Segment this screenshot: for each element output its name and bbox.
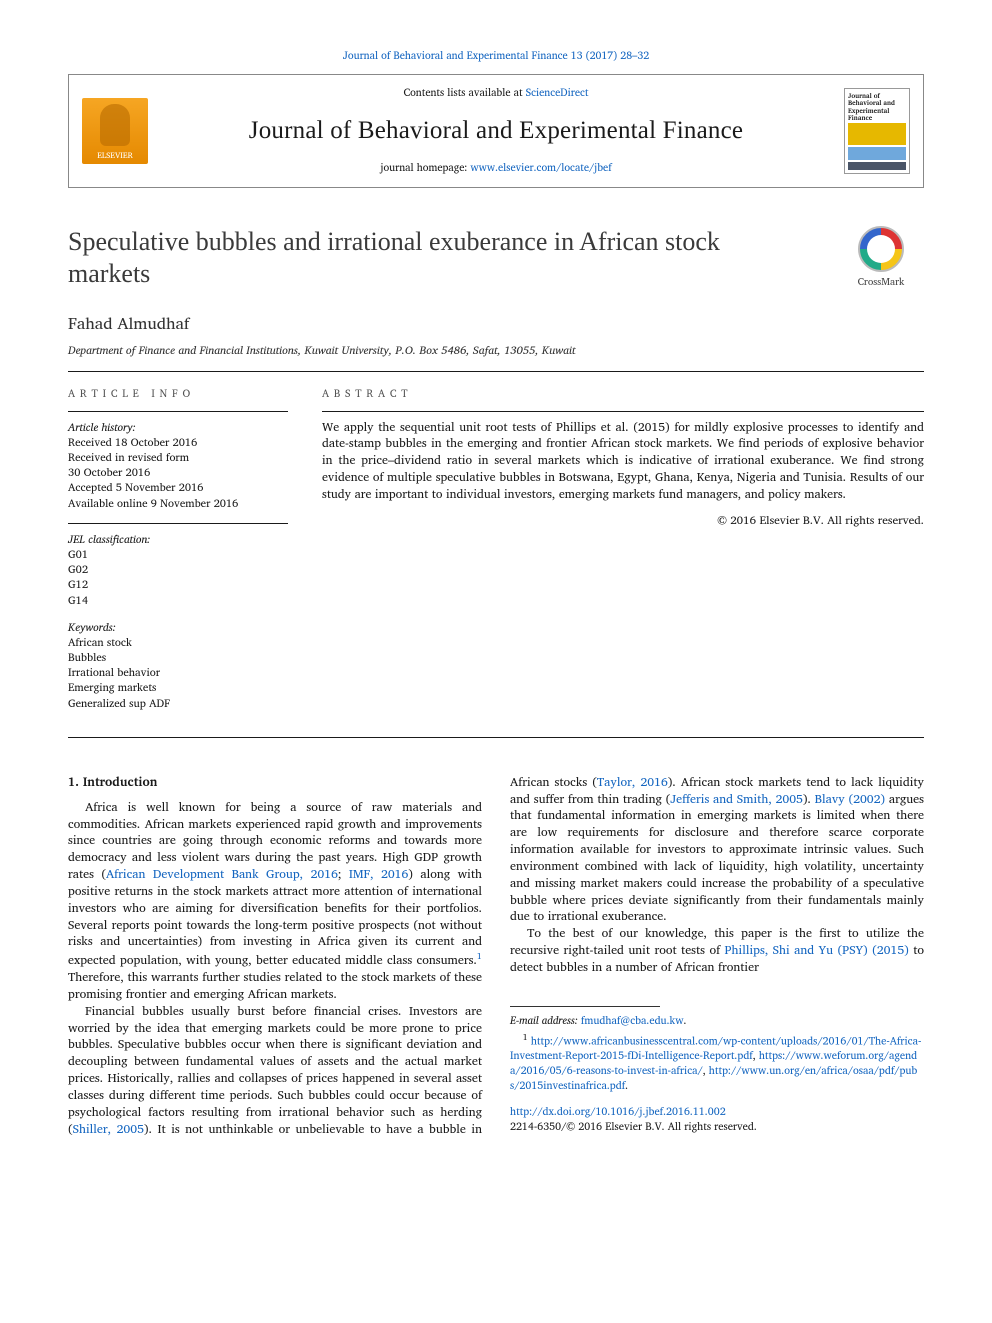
publisher-cell: ELSEVIER — [69, 75, 161, 186]
body-paragraph: To the best of our knowledge, this paper… — [510, 925, 924, 975]
abstract-column: ABSTRACT We apply the sequential unit ro… — [322, 386, 924, 722]
footnote-1: 1 http://www.africanbusinesscentral.com/… — [510, 1031, 924, 1092]
journal-homepage-line: journal homepage: www.elsevier.com/locat… — [169, 160, 823, 174]
cover-title: Journal of Behavioral and Experimental F… — [848, 92, 906, 121]
divider — [68, 411, 288, 412]
footnote-block: E-mail address: fmudhaf@cba.edu.kw. 1 ht… — [510, 1006, 924, 1134]
cover-cell: Journal of Behavioral and Experimental F… — [831, 75, 923, 186]
contents-available-line: Contents lists available at ScienceDirec… — [169, 85, 823, 99]
journal-cover-thumbnail: Journal of Behavioral and Experimental F… — [844, 88, 910, 174]
section-heading: 1. Introduction — [68, 774, 482, 791]
body-text: argues that fundamental information in e… — [510, 789, 924, 927]
abstract-heading: ABSTRACT — [322, 386, 924, 400]
article-history-line: Available online 9 November 2016 — [68, 496, 288, 511]
jel-code: G02 — [68, 562, 288, 577]
sciencedirect-link[interactable]: ScienceDirect — [526, 83, 589, 101]
footnote-ref[interactable]: 1 — [477, 948, 482, 963]
divider — [68, 371, 924, 372]
jel-code: G14 — [68, 593, 288, 608]
body-text: ) along with positive returns in the sto… — [68, 864, 482, 970]
journal-header-center: Contents lists available at ScienceDirec… — [161, 75, 831, 186]
jel-block: JEL classification: G01 G02 G12 G14 — [68, 532, 288, 608]
cover-band — [848, 123, 906, 146]
jel-code: G12 — [68, 577, 288, 592]
article-body: 1. Introduction Africa is well known for… — [68, 774, 924, 1138]
keywords-block: Keywords: African stock Bubbles Irration… — [68, 620, 288, 711]
author-name: Fahad Almudhaf — [68, 313, 924, 336]
article-title: Speculative bubbles and irrational exube… — [68, 226, 808, 291]
doi-block: http://dx.doi.org/10.1016/j.jbef.2016.11… — [510, 1104, 924, 1133]
journal-name: Journal of Behavioral and Experimental F… — [169, 114, 823, 149]
cover-band — [848, 147, 906, 160]
jel-code: G01 — [68, 547, 288, 562]
article-info-column: ARTICLE INFO Article history: Received 1… — [68, 386, 288, 722]
contents-available-prefix: Contents lists available at — [404, 83, 526, 101]
article-history-block: Article history: Received 18 October 201… — [68, 420, 288, 511]
abstract-text: We apply the sequential unit root tests … — [322, 420, 924, 503]
keyword: Generalized sup ADF — [68, 696, 288, 711]
footnote-marker: 1 — [523, 1029, 528, 1044]
title-row: Speculative bubbles and irrational exube… — [68, 226, 924, 291]
journal-header-box: ELSEVIER Contents lists available at Sci… — [68, 74, 924, 187]
running-citation-link[interactable]: Journal of Behavioral and Experimental F… — [343, 46, 649, 64]
running-citation: Journal of Behavioral and Experimental F… — [68, 48, 924, 62]
issn-copyright-line: 2214-6350/© 2016 Elsevier B.V. All right… — [510, 1119, 924, 1134]
citation-link[interactable]: Shiller, 2005 — [73, 1119, 144, 1139]
divider — [322, 411, 924, 412]
meta-row: ARTICLE INFO Article history: Received 1… — [68, 386, 924, 722]
cover-band — [848, 162, 906, 170]
crossmark-icon — [858, 226, 904, 272]
body-text: Therefore, this warrants further studies… — [68, 967, 482, 1004]
divider — [68, 737, 924, 738]
divider — [68, 523, 288, 524]
abstract-copyright: © 2016 Elsevier B.V. All rights reserved… — [322, 513, 924, 529]
article-info-heading: ARTICLE INFO — [68, 386, 288, 400]
email-label: E-mail address: — [510, 1011, 581, 1029]
journal-homepage-link[interactable]: www.elsevier.com/locate/jbef — [470, 158, 611, 176]
publisher-word: ELSEVIER — [97, 150, 133, 161]
corresponding-email-line: E-mail address: fmudhaf@cba.edu.kw. — [510, 1013, 924, 1028]
author-affiliation: Department of Finance and Financial Inst… — [68, 342, 924, 358]
corresponding-email-link[interactable]: fmudhaf@cba.edu.kw — [581, 1011, 684, 1029]
footnote-rule — [510, 1006, 660, 1007]
body-paragraph: Africa is well known for being a source … — [68, 799, 482, 1003]
jel-label: JEL classification: — [68, 532, 288, 547]
crossmark-label: CrossMark — [858, 276, 905, 290]
journal-homepage-prefix: journal homepage: — [380, 158, 470, 176]
elsevier-logo: ELSEVIER — [82, 98, 148, 164]
crossmark-widget[interactable]: CrossMark — [838, 226, 924, 290]
